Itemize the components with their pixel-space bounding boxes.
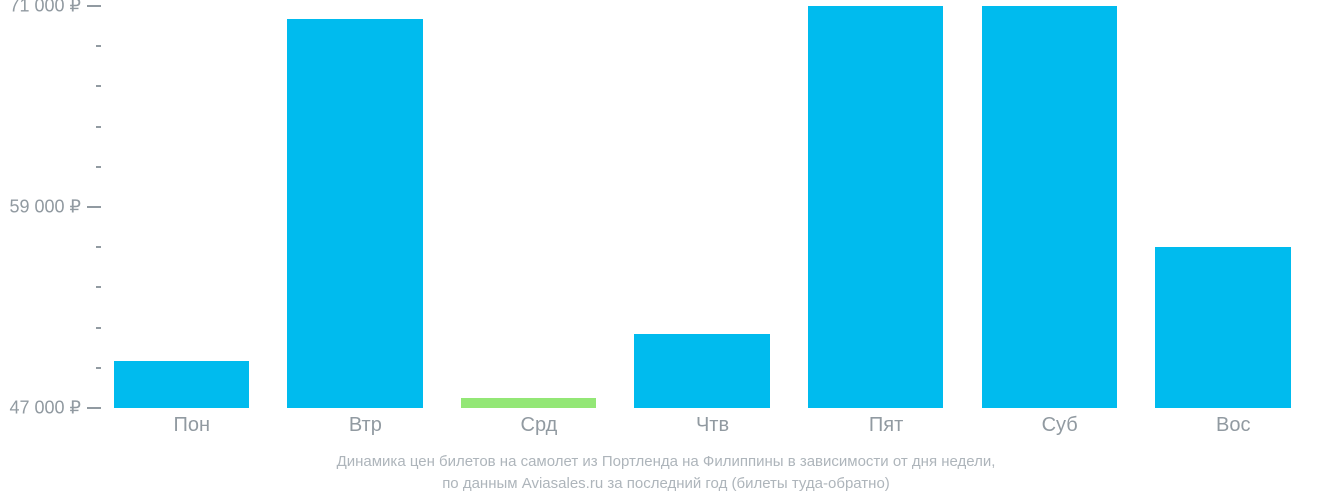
bar-slot — [105, 6, 279, 408]
bar-slot — [1146, 6, 1320, 408]
caption-line-2: по данным Aviasales.ru за последний год … — [442, 475, 890, 492]
y-tick-mark-minor — [96, 367, 101, 369]
bar-Вос — [1155, 247, 1290, 408]
y-tick-mark-minor — [96, 286, 101, 288]
y-tick-mark-minor — [96, 45, 101, 47]
bar-slot — [626, 6, 800, 408]
y-tick-mark — [87, 206, 101, 208]
x-label: Втр — [279, 414, 453, 444]
bar-slot — [279, 6, 453, 408]
x-label: Вос — [1146, 414, 1320, 444]
bar-slot — [452, 6, 626, 408]
x-label: Пон — [105, 414, 279, 444]
x-label: Срд — [452, 414, 626, 444]
y-tick-label: 47 000 ₽ — [9, 398, 81, 419]
x-label: Пят — [799, 414, 973, 444]
bar-slot — [799, 6, 973, 408]
y-tick-mark-minor — [96, 126, 101, 128]
bar-Чтв — [634, 334, 769, 408]
y-tick-mark-minor — [96, 246, 101, 248]
y-tick-label: 59 000 ₽ — [9, 197, 81, 218]
y-tick-mark-minor — [96, 166, 101, 168]
x-axis: ПонВтрСрдЧтвПятСубВос — [105, 414, 1320, 444]
plot-area — [105, 6, 1320, 408]
chart-caption: Динамика цен билетов на самолет из Портл… — [0, 451, 1332, 495]
bar-Суб — [982, 6, 1117, 408]
y-tick-mark — [87, 5, 101, 7]
y-tick-mark-minor — [96, 327, 101, 329]
bar-Срд — [461, 398, 596, 408]
y-axis: 47 000 ₽59 000 ₽71 000 ₽ — [0, 6, 105, 408]
bars-group — [105, 6, 1320, 408]
bar-Пон — [114, 361, 249, 408]
bar-Втр — [287, 19, 422, 408]
caption-line-1: Динамика цен билетов на самолет из Портл… — [337, 453, 996, 470]
y-tick-label: 71 000 ₽ — [9, 0, 81, 17]
x-label: Суб — [973, 414, 1147, 444]
x-label: Чтв — [626, 414, 800, 444]
bar-Пят — [808, 6, 943, 408]
bar-slot — [973, 6, 1147, 408]
y-tick-mark-minor — [96, 85, 101, 87]
y-tick-mark — [87, 407, 101, 409]
price-by-weekday-chart: 47 000 ₽59 000 ₽71 000 ₽ ПонВтрСрдЧтвПят… — [0, 0, 1332, 502]
